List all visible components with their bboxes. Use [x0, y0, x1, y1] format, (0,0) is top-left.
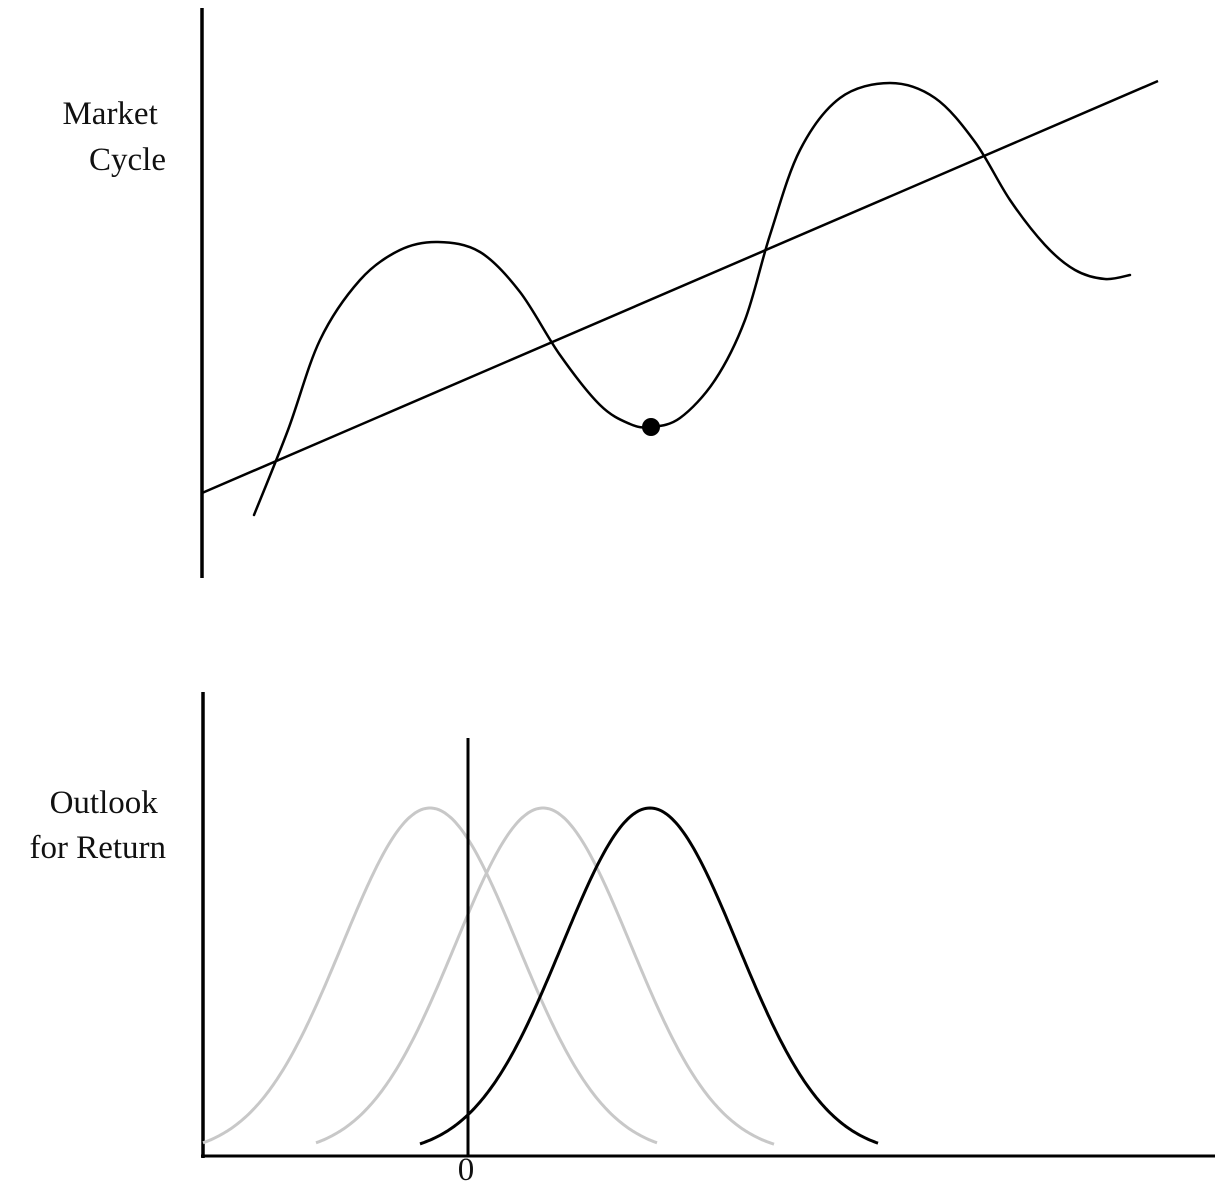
market-cycle-label-line-1: Market	[62, 96, 157, 132]
zero-tick-label: 0	[458, 1152, 475, 1188]
faded-distribution-middle	[315, 806, 775, 1146]
outlook-panel: Outlook for Return 0	[29, 692, 1215, 1188]
faded-distribution-left	[202, 806, 658, 1145]
outlook-label-line-1: Outlook	[50, 785, 159, 821]
cycle-wave	[252, 81, 1132, 517]
market-cycle-label-line-2: Cycle	[89, 142, 166, 178]
trend-line	[201, 79, 1159, 495]
current-position-marker	[642, 418, 660, 436]
current-return-distribution	[419, 806, 879, 1146]
outlook-label: Outlook for Return	[29, 785, 166, 866]
market-cycle-panel: Market Cycle	[62, 8, 1159, 578]
outlook-label-line-2: for Return	[29, 830, 166, 866]
market-cycle-label: Market Cycle	[62, 96, 166, 178]
